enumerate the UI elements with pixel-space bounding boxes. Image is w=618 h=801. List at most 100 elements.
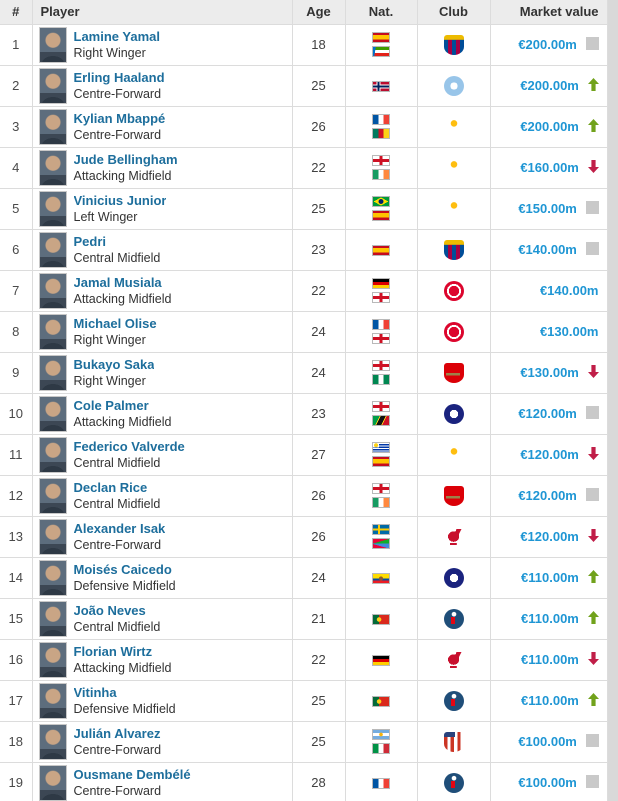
man-city-crest-icon[interactable] (443, 75, 464, 96)
real-madrid-crest-icon[interactable] (443, 444, 464, 465)
flag-germany-icon (372, 655, 390, 667)
player-row: 10 Cole Palmer Attacking Midfield 23 €12… (0, 392, 608, 435)
player-name-link[interactable]: Michael Olise (73, 316, 157, 331)
player-photo[interactable] (38, 641, 67, 678)
market-value-link[interactable]: €160.00m (520, 159, 579, 175)
psg-crest-icon[interactable] (443, 608, 464, 629)
psg-crest-icon[interactable] (443, 772, 464, 793)
column-header-player[interactable]: Player (31, 0, 293, 25)
market-value-link[interactable]: €150.00m (518, 201, 577, 216)
player-name-link[interactable]: Alexander Isak (73, 521, 166, 536)
market-value-link[interactable]: €110.00m (521, 693, 579, 708)
liverpool-crest-icon[interactable] (443, 649, 464, 670)
flag-argentina-icon (372, 729, 390, 740)
player-photo[interactable] (38, 682, 67, 719)
barcelona-crest-icon[interactable] (443, 239, 464, 260)
bayern-crest-icon[interactable] (443, 280, 464, 301)
chelsea-crest-icon[interactable] (443, 403, 464, 424)
player-name-link[interactable]: Jamal Musiala (73, 275, 162, 290)
player-name-link[interactable]: Federico Valverde (73, 439, 185, 454)
player-position: Attacking Midfield (73, 292, 172, 306)
real-madrid-crest-icon[interactable] (443, 157, 464, 178)
market-value-link[interactable]: €140.00m (518, 242, 577, 257)
player-name-link[interactable]: Jude Bellingham (73, 152, 178, 167)
player-photo[interactable] (38, 231, 67, 268)
player-photo[interactable] (38, 354, 67, 391)
player-photo[interactable] (38, 149, 67, 186)
market-value-link[interactable]: €110.00m (521, 651, 579, 667)
chelsea-crest-icon[interactable] (443, 567, 464, 588)
player-row: 18 Julián Alvarez Centre-Forward 25 €100… (0, 720, 608, 763)
arsenal-crest-icon[interactable] (443, 485, 464, 506)
player-photo[interactable] (38, 313, 67, 350)
real-madrid-crest-icon[interactable] (443, 116, 464, 137)
market-value-link[interactable]: €200.00m (520, 78, 579, 93)
player-photo[interactable] (38, 764, 67, 801)
market-value-link[interactable]: €100.00m (518, 775, 577, 790)
market-value-link[interactable]: €200.00m (518, 37, 577, 52)
arsenal-crest-icon[interactable] (443, 362, 464, 383)
player-name-link[interactable]: Declan Rice (73, 480, 148, 495)
player-cell: Pedri Central Midfield (31, 228, 293, 271)
player-photo[interactable] (38, 436, 67, 473)
player-photo[interactable] (38, 600, 67, 637)
market-value-link[interactable]: €140.00m (539, 283, 599, 298)
player-name-link[interactable]: Moisés Caicedo (73, 562, 172, 577)
player-name-link[interactable]: Vitinha (73, 685, 117, 700)
flag-france-icon (372, 778, 390, 790)
market-value-cell: €110.00m (489, 556, 608, 599)
club-cell (416, 269, 491, 312)
market-value-link[interactable]: €130.00m (539, 324, 599, 339)
player-photo[interactable] (38, 190, 67, 227)
player-name-link[interactable]: João Neves (73, 603, 146, 618)
trend-up-icon (587, 611, 599, 624)
player-name-link[interactable]: Kylian Mbappé (73, 111, 166, 126)
player-name-link[interactable]: Cole Palmer (73, 398, 149, 413)
column-header-age[interactable]: Age (291, 0, 346, 25)
player-row: 15 João Neves Central Midfield 21 €110.0… (0, 597, 608, 640)
market-value-cell: €110.00m (489, 638, 608, 681)
market-value-link[interactable]: €120.00m (518, 406, 577, 421)
liverpool-crest-icon[interactable] (443, 526, 464, 547)
market-value-link[interactable]: €130.00m (520, 364, 579, 380)
player-photo[interactable] (38, 723, 67, 760)
market-value-link[interactable]: €200.00m (520, 119, 579, 134)
player-name-link[interactable]: Erling Haaland (73, 70, 165, 85)
market-value-link[interactable]: €100.00m (518, 734, 577, 749)
column-header-market-value[interactable]: Market value (489, 0, 608, 25)
player-name-link[interactable]: Bukayo Saka (73, 357, 155, 372)
market-value-link[interactable]: €120.00m (518, 488, 577, 503)
player-cell: Florian Wirtz Attacking Midfield (31, 638, 293, 681)
market-value-link[interactable]: €110.00m (521, 611, 579, 626)
player-photo[interactable] (38, 108, 67, 145)
column-header-nationality[interactable]: Nat. (344, 0, 418, 25)
column-header-rank[interactable]: # (0, 0, 33, 25)
market-value-cell: €120.00m (489, 474, 608, 517)
atletico-madrid-crest-icon[interactable] (443, 731, 464, 752)
column-header-club[interactable]: Club (416, 0, 491, 25)
player-photo[interactable] (38, 559, 67, 596)
player-photo[interactable] (38, 67, 67, 104)
player-position: Right Winger (73, 333, 146, 347)
player-name-link[interactable]: Pedri (73, 234, 107, 249)
bayern-crest-icon[interactable] (443, 321, 464, 342)
market-value-link[interactable]: €110.00m (521, 570, 579, 585)
psg-crest-icon[interactable] (443, 690, 464, 711)
player-photo[interactable] (38, 477, 67, 514)
player-photo[interactable] (38, 395, 67, 432)
market-value-link[interactable]: €120.00m (520, 528, 579, 544)
barcelona-crest-icon[interactable] (443, 34, 464, 55)
player-photo[interactable] (38, 518, 67, 555)
nationality-cell (344, 146, 418, 189)
real-madrid-crest-icon[interactable] (443, 198, 464, 219)
trend-steady-icon (585, 734, 599, 747)
player-photo[interactable] (38, 272, 67, 309)
player-name-link[interactable]: Lamine Yamal (73, 29, 160, 44)
player-name-link[interactable]: Vinicius Junior (73, 193, 167, 208)
player-name-link[interactable]: Florian Wirtz (73, 644, 153, 659)
player-name-link[interactable]: Ousmane Dembélé (73, 767, 191, 782)
market-value-link[interactable]: €120.00m (520, 446, 579, 462)
player-cell: Bukayo Saka Right Winger (31, 351, 293, 394)
player-photo[interactable] (38, 26, 67, 63)
player-name-link[interactable]: Julián Alvarez (73, 726, 161, 741)
